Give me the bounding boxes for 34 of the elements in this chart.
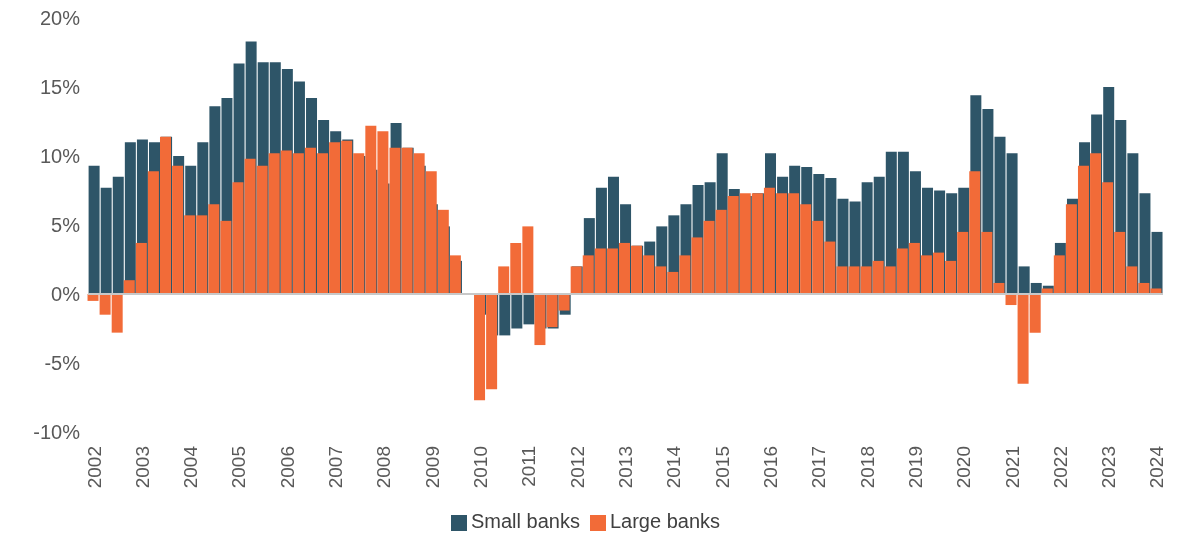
x-tick-label: 2021: [1001, 446, 1023, 489]
x-tick-label: 2014: [663, 445, 685, 489]
y-tick-label: -10%: [33, 421, 81, 444]
x-tick-label: 2006: [276, 446, 298, 489]
x-tick-label: 2023: [1098, 446, 1120, 489]
x-tick-label: 2003: [131, 446, 153, 489]
y-tick-label: 0%: [51, 283, 81, 306]
x-tick-label: 2018: [856, 446, 878, 489]
x-tick-label: 2022: [1049, 446, 1071, 489]
x-tick-label: 2013: [615, 446, 636, 489]
y-tick-label: 5%: [51, 214, 81, 237]
legend-label: Large banks: [609, 510, 720, 532]
x-tick-label: 2008: [373, 446, 395, 489]
y-tick-label: 20%: [39, 7, 81, 30]
y-tick-label: 10%: [39, 145, 81, 168]
x-tick-label: 2020: [953, 446, 975, 489]
legend-label: Small banks: [470, 510, 580, 532]
bar: [1151, 231, 1163, 294]
x-tick-label: 2010: [470, 446, 492, 489]
x-tick-label: 2009: [421, 446, 443, 489]
bar: [534, 294, 546, 346]
y-tick-label: -5%: [44, 352, 81, 375]
x-tick-label: 2005: [228, 446, 250, 489]
x-tick-label: 2011: [518, 446, 540, 487]
x-tick-label: 2015: [711, 446, 733, 489]
x-tick-label: 2017: [808, 446, 830, 489]
x-tick-label: 2012: [566, 446, 588, 489]
x-tick-label: 2007: [325, 446, 347, 489]
y-tick-label: 15%: [39, 76, 81, 99]
x-tick-label: 2016: [759, 446, 781, 489]
x-tick-label: 2004: [180, 445, 202, 489]
x-tick-label: 2019: [904, 446, 926, 489]
x-tick-label: 2024: [1146, 445, 1168, 489]
x-tick-label: 2002: [83, 446, 105, 489]
